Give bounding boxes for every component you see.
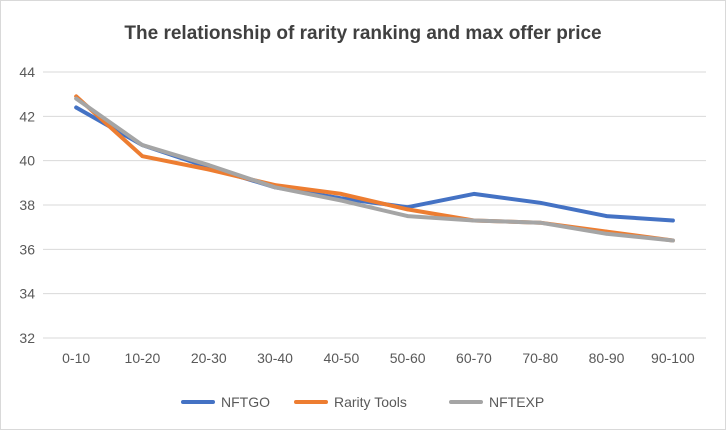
data-point: [538, 200, 543, 205]
y-axis-tick-labels: 32 34 36 38 40 42 44: [19, 64, 35, 346]
legend-label: NFTEXP: [489, 394, 544, 410]
data-point: [472, 218, 476, 223]
chart-title: The relationship of rarity ranking and m…: [124, 23, 601, 44]
legend: NFTGO Rarity Tools NFTEXP: [181, 394, 544, 410]
x-tick-label: 30-40: [257, 350, 293, 366]
data-point: [140, 154, 145, 159]
y-tick-label: 40: [19, 153, 35, 169]
x-tick-label: 10-20: [125, 350, 161, 366]
x-tick-label: 0-10: [62, 350, 90, 366]
x-axis-tick-labels: 0-10 10-20 20-30 30-40 40-50 50-60 60-70 70-80 8…: [62, 350, 695, 366]
data-point: [671, 238, 675, 243]
data-point: [339, 192, 344, 196]
data-point: [140, 143, 145, 147]
y-tick-label: 34: [19, 286, 35, 302]
legend-label: Rarity Tools: [334, 394, 407, 410]
y-tick-label: 42: [19, 108, 35, 124]
x-tick-label: 90-100: [651, 350, 695, 366]
x-tick-label: 70-80: [522, 350, 558, 366]
data-point: [604, 232, 609, 236]
x-tick-label: 50-60: [390, 350, 426, 366]
data-point: [206, 167, 211, 172]
data-point: [538, 220, 543, 225]
data-point: [74, 96, 78, 101]
data-point: [206, 163, 211, 167]
x-tick-label: 60-70: [456, 350, 492, 366]
y-tick-label: 36: [19, 241, 35, 257]
series-line-rarity-tools: [74, 94, 675, 243]
series-lines: [74, 94, 675, 243]
data-point: [405, 207, 410, 212]
gridlines: [43, 71, 706, 339]
data-point: [405, 214, 410, 218]
y-tick-label: 38: [19, 197, 35, 213]
data-point: [604, 214, 609, 218]
data-point: [472, 192, 476, 196]
data-point: [339, 198, 344, 203]
legend-label: NFTGO: [221, 394, 270, 410]
x-tick-label: 20-30: [191, 350, 227, 366]
x-tick-label: 80-90: [589, 350, 625, 366]
series-line-nftexp: [74, 96, 675, 243]
data-point: [671, 218, 675, 223]
data-point: [273, 185, 277, 190]
y-tick-label: 32: [19, 330, 35, 346]
y-tick-label: 44: [19, 64, 35, 80]
x-tick-label: 40-50: [323, 350, 359, 366]
data-point: [74, 105, 78, 110]
